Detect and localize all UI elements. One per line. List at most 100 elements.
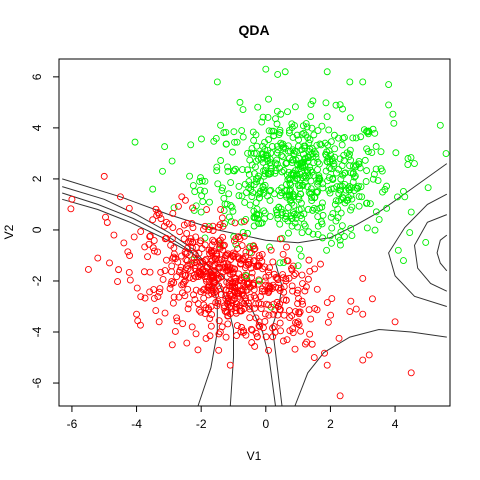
green-point	[220, 207, 228, 214]
red-point	[209, 287, 217, 295]
green-point	[344, 196, 352, 204]
green-point	[230, 128, 238, 136]
red-point	[200, 294, 208, 302]
red-point	[212, 267, 220, 275]
green-point	[337, 175, 345, 183]
green-point	[220, 129, 228, 137]
green-point	[258, 118, 266, 126]
red-point	[160, 222, 168, 230]
red-point	[217, 291, 225, 299]
green-point	[295, 195, 303, 203]
green-point	[322, 99, 330, 107]
green-point	[294, 223, 301, 231]
green-point	[296, 182, 304, 189]
green-point	[272, 167, 280, 175]
red-point	[255, 252, 263, 260]
green-point	[313, 189, 321, 196]
green-point	[338, 141, 346, 149]
green-point	[372, 143, 380, 150]
green-point	[233, 138, 241, 146]
red-point	[198, 260, 206, 268]
green-point	[385, 81, 393, 88]
green-point	[368, 149, 376, 157]
red-point	[282, 275, 290, 283]
green-point	[372, 208, 380, 216]
red-point	[313, 285, 321, 293]
red-point	[125, 269, 133, 276]
green-point	[273, 156, 281, 164]
green-point	[394, 193, 401, 201]
green-point	[267, 149, 275, 157]
red-point	[204, 287, 212, 295]
red-point	[407, 369, 415, 377]
red-point	[155, 318, 163, 326]
red-point	[303, 338, 311, 346]
red-point	[290, 271, 298, 279]
red-point	[175, 202, 182, 210]
y-tick-label: 6	[30, 73, 44, 80]
green-point	[363, 167, 371, 175]
green-point	[304, 154, 312, 162]
green-point	[297, 212, 305, 220]
green-point	[272, 115, 279, 123]
red-point	[289, 262, 297, 270]
red-point	[323, 299, 331, 307]
green-point	[347, 225, 355, 232]
red-point	[286, 327, 294, 335]
green-point	[227, 217, 235, 225]
green-point	[232, 165, 239, 173]
red-point	[263, 300, 270, 308]
red-point	[217, 206, 225, 213]
red-point	[146, 233, 154, 241]
green-point	[389, 110, 397, 118]
green-point	[161, 143, 169, 151]
green-point	[285, 129, 293, 137]
red-point	[231, 265, 239, 273]
green-point	[339, 194, 347, 202]
green-point	[247, 149, 255, 157]
green-point	[229, 207, 237, 215]
green-point	[196, 178, 204, 185]
red-point	[222, 292, 230, 300]
red-point	[187, 235, 195, 243]
red-point	[219, 268, 227, 276]
red-point	[223, 267, 230, 275]
green-point	[289, 134, 297, 141]
green-point	[308, 193, 315, 201]
green-point	[217, 121, 225, 129]
green-point	[349, 134, 357, 142]
green-point	[385, 101, 393, 109]
red-point	[207, 247, 215, 255]
green-point	[332, 101, 340, 109]
red-point	[246, 314, 254, 322]
red-point	[214, 223, 222, 231]
green-point	[392, 149, 400, 157]
green-point	[319, 211, 327, 219]
green-point	[197, 174, 204, 182]
green-point	[298, 229, 306, 237]
red-point	[293, 319, 301, 327]
red-point	[224, 320, 232, 328]
red-point	[321, 349, 328, 357]
red-point	[144, 253, 151, 261]
green-point	[217, 157, 225, 164]
red-point	[289, 329, 297, 337]
green-point	[328, 224, 336, 232]
red-point	[130, 233, 138, 241]
red-point	[229, 253, 237, 261]
green-point	[323, 113, 331, 121]
red-point	[191, 262, 199, 269]
red-point	[191, 296, 199, 304]
red-point	[188, 244, 196, 252]
red-point	[161, 309, 169, 317]
red-point	[94, 254, 102, 262]
red-point	[177, 263, 185, 271]
green-point	[213, 167, 221, 175]
red-point	[233, 332, 241, 340]
red-point	[265, 271, 273, 279]
green-point	[267, 186, 275, 194]
green-point	[201, 234, 209, 242]
green-point	[334, 205, 342, 213]
green-point	[213, 78, 221, 86]
green-point	[294, 262, 302, 270]
